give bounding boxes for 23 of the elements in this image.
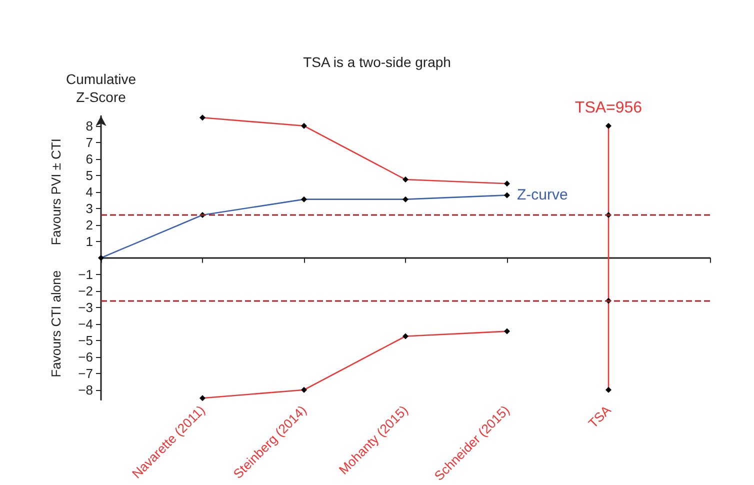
y-tick-label: 2: [86, 217, 93, 232]
y-tick-label: 1: [86, 234, 93, 249]
y-tick-label: 8: [86, 118, 93, 134]
y-tick-label: −2: [78, 283, 93, 298]
text: Favours PVI ± CTI: [48, 138, 64, 246]
y-tick-label: 7: [86, 134, 93, 150]
y-tick-label: −6: [78, 349, 93, 364]
chart-title: TSA is a two-side graph: [303, 54, 451, 70]
y-tick-label: 6: [86, 151, 93, 166]
series-label: Z-curve: [517, 186, 568, 204]
y-tick-label: 3: [86, 200, 93, 216]
y-axis-title: Cumulative Z-Score: [66, 71, 136, 105]
y-tick-label: −5: [78, 332, 93, 348]
y-tick-label: −1: [78, 266, 93, 282]
y-tick-label: 5: [86, 168, 93, 183]
text: Favours CTI alone: [48, 270, 64, 378]
x-tick-label: TSA: [585, 402, 614, 431]
y-tick-label: −8: [78, 382, 93, 398]
y-tick-label: −7: [78, 366, 93, 381]
y-tick-label: −3: [78, 300, 93, 315]
y-tick-label: −4: [78, 316, 93, 332]
annotation: TSA=956: [574, 99, 642, 116]
y-tick-label: 4: [86, 184, 93, 200]
